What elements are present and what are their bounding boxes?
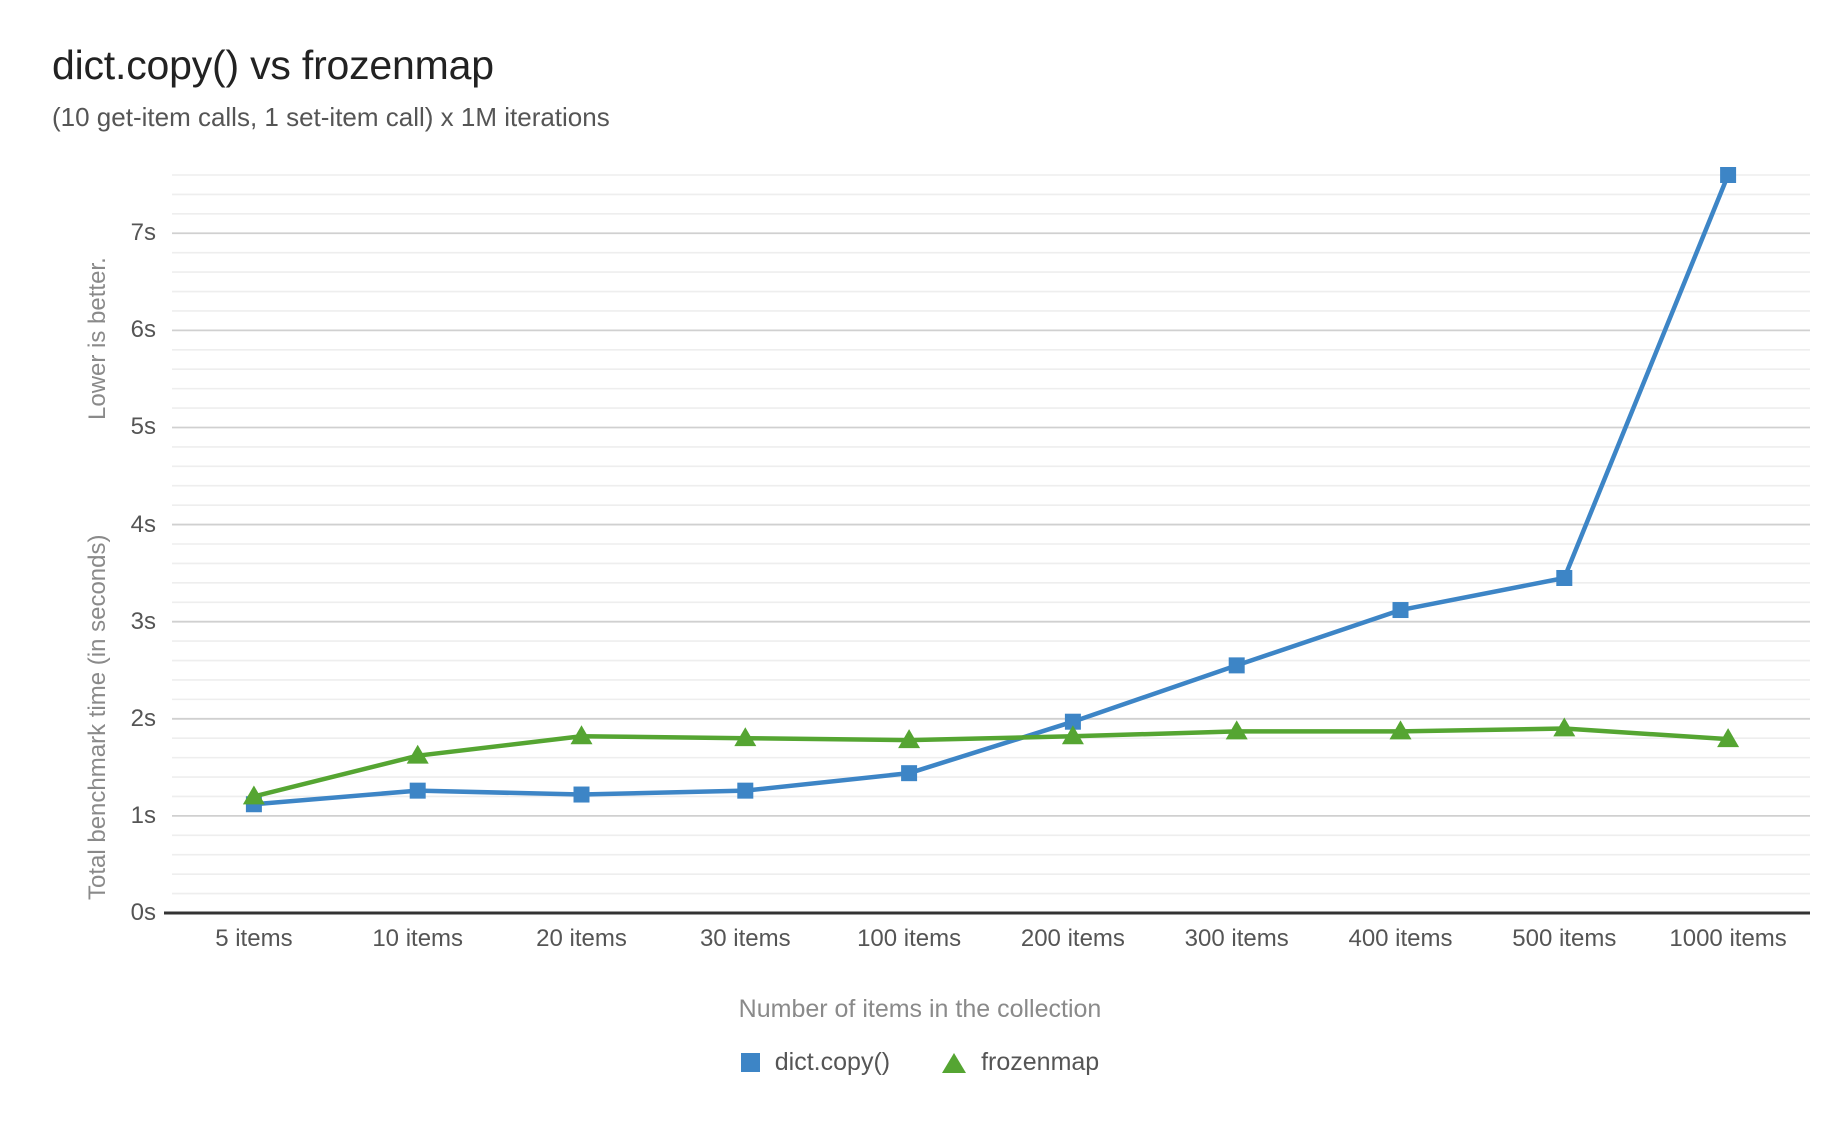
data-point-marker[interactable] (1225, 720, 1248, 740)
x-axis-tick-labels: 5 items 10 items 20 items 30 items 100 items… (172, 925, 1810, 959)
x-axis-tick-10-items: 10 items (372, 925, 464, 952)
data-point-marker[interactable] (1717, 728, 1740, 748)
data-point-marker[interactable] (1392, 602, 1409, 619)
data-series-layer (242, 167, 1740, 813)
x-axis-tick-300-items: 300 items (1184, 925, 1289, 952)
x-axis-tick-200-items: 200 items (1020, 925, 1125, 952)
x-axis-tick-5-items: 5 items (215, 925, 293, 952)
y-axis-tick-labels: 0s 1s 2s 3s 4s 5s 6s 7s (100, 175, 156, 926)
data-point-marker[interactable] (242, 785, 265, 805)
legend-triangle-icon (942, 1052, 967, 1073)
y-axis-tick-5s: 5s (130, 413, 156, 441)
y-axis-tick-7s: 7s (130, 219, 156, 247)
y-axis-tick-0s: 0s (130, 899, 156, 926)
data-point-marker[interactable] (1064, 713, 1081, 730)
legend-item-2[interactable]: frozenmap (942, 1048, 1099, 1077)
x-axis-tick-30-items: 30 items (699, 925, 791, 952)
data-point-marker[interactable] (1556, 569, 1573, 586)
x-axis-title: Number of items in the collection (738, 995, 1102, 1023)
chart-subtitle: (10 get-item calls, 1 set-item call) x 1… (52, 102, 610, 132)
series-line-2 (251, 726, 1731, 799)
data-point-marker[interactable] (406, 744, 429, 764)
data-point-marker[interactable] (409, 782, 426, 799)
data-point-marker[interactable] (570, 725, 593, 745)
chart-title: dict.copy() vs frozenmap (52, 42, 494, 88)
data-point-marker[interactable] (898, 729, 921, 749)
y-axis-tick-1s: 1s (130, 801, 156, 829)
data-point-marker[interactable] (901, 765, 918, 782)
data-point-marker[interactable] (573, 786, 590, 803)
chart-legend: dict.copy() frozenmap (0, 1048, 1840, 1077)
series-line-1 (251, 172, 1731, 807)
x-axis-tick-400-items: 400 items (1348, 925, 1453, 952)
data-point-marker[interactable] (737, 782, 754, 799)
legend-square-icon (740, 1053, 760, 1072)
y-axis-tick-2s: 2s (130, 704, 156, 732)
x-axis-tick-100-items: 100 items (857, 925, 962, 952)
data-point-marker[interactable] (1553, 717, 1576, 737)
y-axis-tick-3s: 3s (130, 607, 156, 635)
x-axis-tick-1000-items: 1000 items (1669, 925, 1787, 952)
data-point-marker[interactable] (1389, 720, 1412, 740)
x-axis-tick-500-items: 500 items (1512, 925, 1617, 952)
x-axis-tick-20-items: 20 items (536, 925, 627, 952)
plot-area (164, 167, 1810, 915)
legend-item-1[interactable]: dict.copy() (740, 1048, 891, 1077)
y-axis-tick-6s: 6s (130, 316, 156, 344)
data-point-marker[interactable] (734, 727, 757, 747)
legend-label: dict.copy() (774, 1048, 891, 1076)
data-point-marker[interactable] (1061, 725, 1084, 745)
data-point-marker[interactable] (1720, 167, 1737, 183)
data-point-marker[interactable] (1228, 657, 1245, 674)
legend-label: frozenmap (981, 1048, 1100, 1076)
y-axis-tick-4s: 4s (130, 510, 156, 538)
gridlines (164, 174, 1810, 915)
